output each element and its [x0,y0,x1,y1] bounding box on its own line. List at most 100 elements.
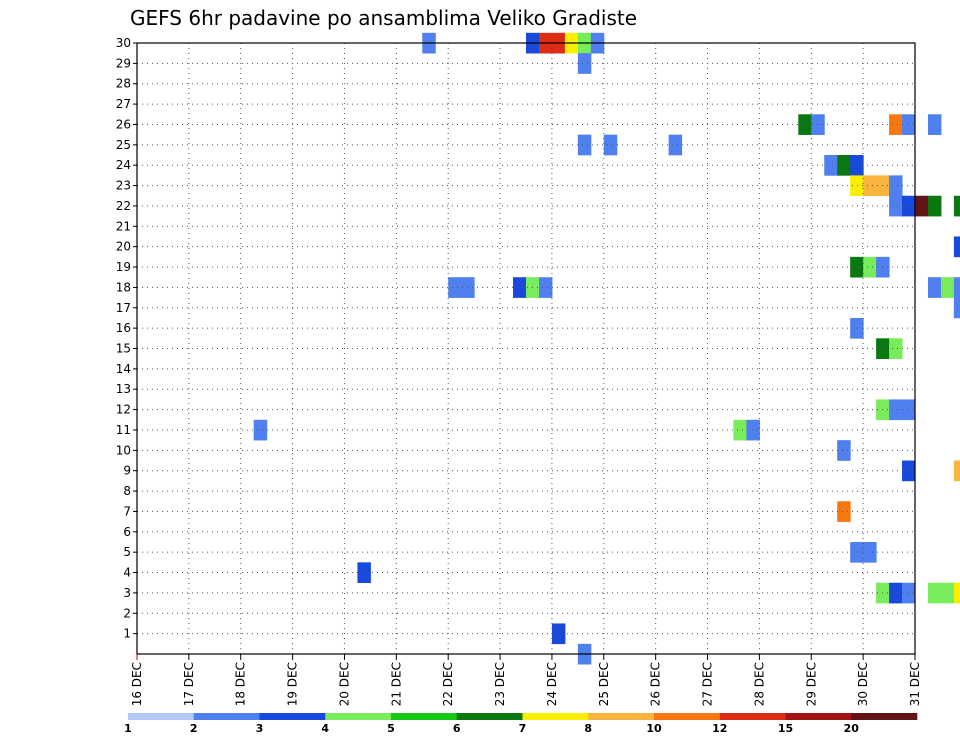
legend-label: 2 [190,722,198,735]
y-tick-label: 4 [123,566,131,580]
legend-label: 5 [387,722,395,735]
y-tick-label: 16 [116,321,131,335]
y-tick-label: 22 [116,199,131,213]
y-tick-label: 23 [116,179,131,193]
heatmap-cell [733,419,747,441]
y-tick-label: 20 [116,240,131,254]
heatmap-cell [902,195,916,217]
x-tick-label: 31 DEC [908,662,922,706]
x-tick-label: 21 DEC [389,662,403,706]
legend-label: 15 [778,722,793,735]
legend-swatch [456,713,523,720]
y-tick-label: 24 [116,158,131,172]
y-tick-label: 15 [116,342,131,356]
y-tick-label: 7 [123,504,131,518]
x-tick-label: 17 DEC [182,662,196,706]
legend-swatch [522,713,589,720]
heatmap-cell [940,582,955,604]
legend-swatch [654,713,721,720]
heatmap-cell [513,277,527,298]
legend-swatch [193,713,260,720]
heatmap-cell [889,338,903,359]
heatmap-cell [927,195,942,217]
heatmap-cell [915,195,929,217]
legend-swatch [719,713,786,720]
x-tick-label: 19 DEC [286,662,300,706]
chart-title: GEFS 6hr padavine po ansamblima Veliko G… [130,6,638,30]
heatmap-cell [577,53,592,74]
grid-lines [137,42,915,654]
y-tick-label: 29 [116,56,131,70]
heatmap-cell [953,582,960,604]
heatmap-cell [850,155,864,176]
y-tick-label: 13 [116,382,131,396]
heatmap-cell [889,582,903,604]
x-tick-label: 22 DEC [441,662,455,706]
heatmap-cell [953,236,960,258]
heatmap-cell [538,277,553,298]
heatmap-cell [902,460,916,482]
legend-swatch [588,713,655,720]
legend-swatch [128,713,195,720]
legend-label: 4 [321,722,329,735]
y-tick-label: 27 [116,97,131,111]
heatmap-cell [902,399,916,421]
heatmap-cell [746,419,760,441]
heatmap-cell [889,399,903,421]
x-tick-label: 26 DEC [649,662,663,706]
heatmap-cell [850,175,864,197]
heatmap-cell [889,195,903,217]
legend-label: 12 [712,722,727,735]
x-tick-label: 24 DEC [545,662,559,706]
heatmap-cell [253,419,268,441]
heatmap-cell [953,460,960,482]
heatmap-cell [863,175,877,197]
heatmap-cell [551,623,566,645]
heatmap-cell [889,114,903,135]
legend-swatch [851,713,918,720]
heatmap-cell [577,134,592,156]
heatmap-cell [902,114,916,135]
y-tick-label: 11 [116,423,131,437]
y-tick-label: 18 [116,280,131,294]
y-tick-label: 10 [116,443,131,457]
x-tick-label: 29 DEC [804,662,818,706]
y-tick-label: 26 [116,117,131,131]
legend-label: 10 [646,722,662,735]
x-tick-label: 30 DEC [856,662,870,706]
heatmap-cell [603,134,618,156]
heatmap-cell [850,256,864,278]
axes: 1234567891011121314151617181920212223242… [116,36,922,706]
legend-swatch [259,713,326,720]
heatmap-cell [448,277,462,298]
heatmap-cell [902,582,916,604]
y-tick-label: 5 [123,545,131,559]
y-tick-label: 1 [123,627,131,641]
x-tick-label: 28 DEC [752,662,766,706]
legend-label: 20 [844,722,860,735]
color-legend: 1 2 3 4 5 6 7 8 10 12 15 20 [124,713,918,735]
legend-label: 3 [256,722,264,735]
y-tick-label: 28 [116,77,131,91]
heatmap-cell [850,541,864,563]
heatmap-cell [837,155,851,176]
y-tick-label: 25 [116,138,131,152]
heatmap-cell [798,114,812,135]
heatmap-cell [953,195,960,217]
heatmap-cell [927,582,942,604]
heatmap-cell [940,277,955,298]
x-tick-label: 16 DEC [130,662,144,706]
y-tick-label: 3 [123,586,131,600]
x-tick-label: 20 DEC [337,662,351,706]
y-tick-label: 14 [116,362,131,376]
legend-swatch [785,713,852,720]
heatmap-cell [837,440,851,461]
y-tick-label: 21 [116,219,131,233]
legend-swatch [391,713,458,720]
heatmap-cell [811,114,825,135]
y-tick-label: 2 [123,606,131,620]
heatmap-cell [863,256,877,278]
legend-label: 7 [519,722,527,735]
y-tick-label: 6 [123,525,131,539]
heatmap-cells [253,32,960,665]
